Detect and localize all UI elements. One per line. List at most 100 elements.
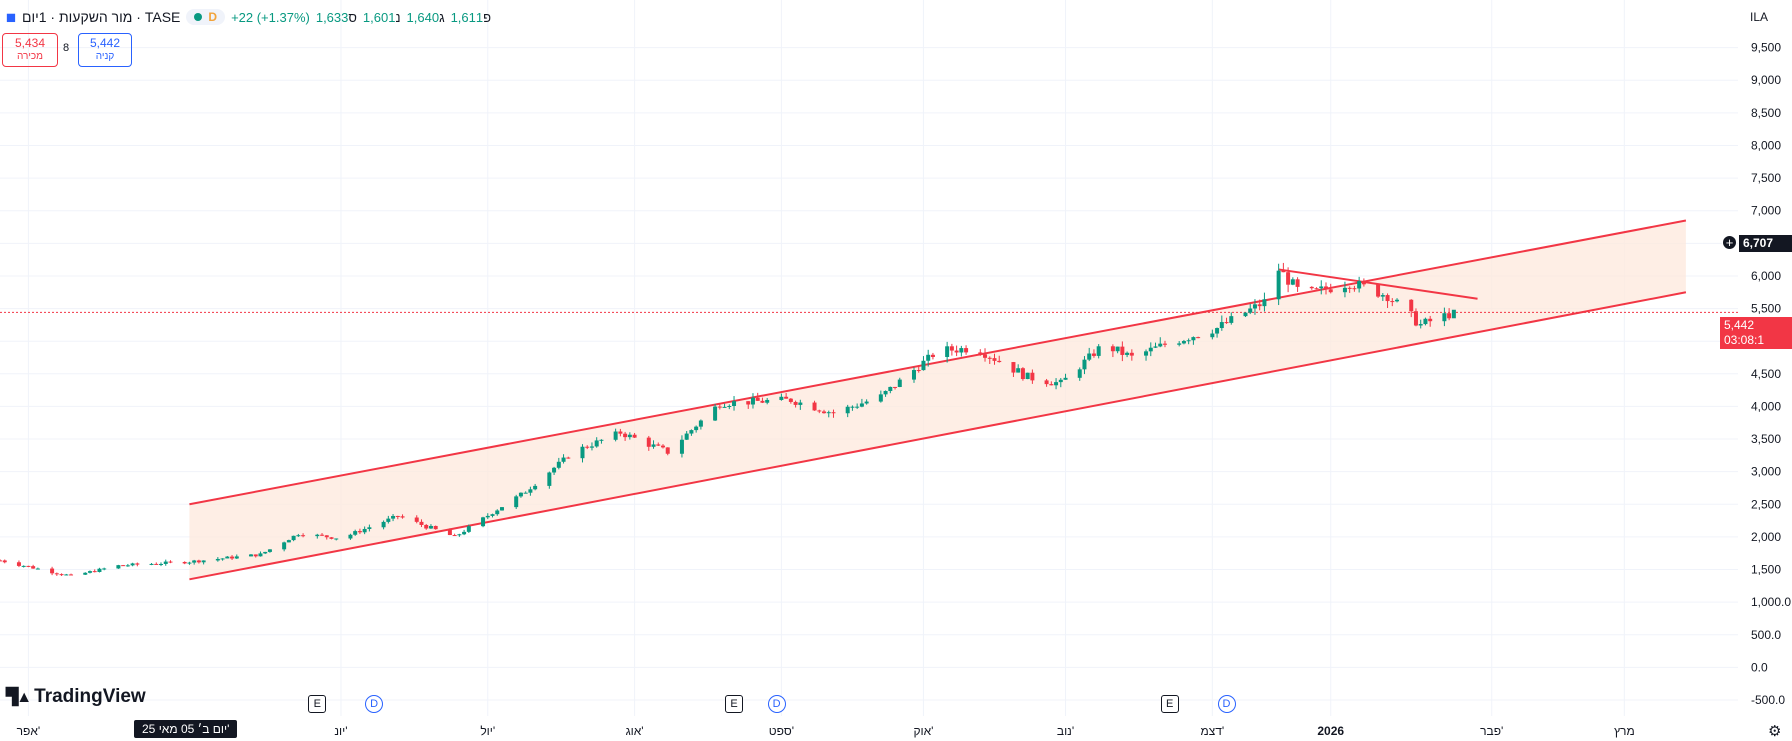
candle-body (878, 394, 883, 402)
candle-body (930, 354, 935, 357)
candle-body (286, 540, 291, 543)
candle-body (547, 472, 552, 486)
candle-body (31, 566, 36, 569)
x-tick-label: אפר' (17, 724, 41, 738)
candle-body (367, 527, 372, 529)
candle-body (291, 535, 296, 541)
candle-body (428, 525, 433, 529)
plus-icon[interactable]: + (1722, 235, 1737, 250)
dividend-marker[interactable]: D (365, 695, 384, 713)
candle-body (64, 574, 69, 576)
bar-countdown: 03:08:1 (1724, 333, 1765, 347)
candle-body (1210, 333, 1215, 338)
price-change: +22 (+1.37%) (231, 9, 310, 25)
x-tick-label: נוב' (1057, 724, 1074, 738)
candle-body (69, 574, 74, 576)
candle-body (760, 400, 765, 403)
candle-body (964, 348, 969, 353)
candle-body (433, 525, 438, 530)
candle-body (1049, 384, 1054, 386)
x-tick-label: מרץ (1614, 724, 1635, 738)
candle-body (1044, 380, 1049, 385)
candle-body (1357, 281, 1362, 289)
candle-body (495, 510, 500, 515)
candle-body (1447, 313, 1452, 319)
candle-body (784, 396, 789, 399)
candle-body (859, 403, 864, 407)
candle-body (1087, 353, 1092, 360)
candle-body (1262, 299, 1267, 307)
candle-body (992, 358, 997, 361)
candle-body (447, 529, 452, 536)
dividend-marker[interactable]: D (1217, 695, 1236, 713)
y-tick-label: 3,500 (1751, 432, 1781, 446)
ohlc-high: 1,640ג (406, 9, 445, 25)
candle-body (187, 562, 192, 564)
candle-body (135, 563, 140, 565)
candle-body (154, 563, 159, 565)
candle-body (1025, 372, 1030, 380)
dividend-marker[interactable]: D (767, 695, 786, 713)
candle-body (945, 346, 950, 357)
candle-body (125, 565, 130, 567)
buy-button[interactable]: 5,442 קניה (78, 33, 132, 67)
candle-body (1082, 359, 1087, 370)
candle-body (949, 346, 954, 351)
symbol-title[interactable]: מור השקעות · 1יום · TASE (21, 9, 181, 25)
candle-body (921, 360, 926, 371)
candle-body (1451, 309, 1456, 319)
candle-body (452, 535, 457, 537)
sell-button[interactable]: 5,434 מכירה (2, 33, 58, 67)
y-tick-label: 8,500 (1751, 106, 1781, 120)
candle-body (1342, 287, 1347, 293)
candle-body (1248, 308, 1253, 313)
candle-body (21, 565, 26, 567)
earnings-marker[interactable]: E (725, 695, 744, 713)
spread-value: 8 (63, 42, 70, 54)
candle-body (163, 561, 168, 564)
y-tick-label: 1,500 (1751, 563, 1781, 577)
candle-body (1191, 337, 1196, 341)
candle-body (585, 446, 590, 448)
status-pill[interactable]: D (186, 9, 226, 25)
candle-body (391, 515, 396, 519)
candle-body (230, 556, 235, 559)
y-tick-label: -500.0 (1751, 693, 1785, 707)
candle-body (883, 390, 888, 395)
currency-label[interactable]: ILA (1750, 10, 1769, 24)
candle-body (1385, 295, 1390, 302)
candle-body (485, 515, 490, 518)
sell-label: מכירה (16, 51, 44, 62)
candle-body (1319, 286, 1324, 289)
candle-body (1077, 369, 1082, 378)
candle-body (234, 556, 239, 559)
candle-body (1323, 286, 1328, 290)
market-status-dot (194, 13, 203, 21)
candle-body (97, 568, 102, 572)
candle-body (1030, 372, 1035, 381)
candle-body (87, 571, 92, 573)
y-tick-label: 7,000 (1751, 204, 1781, 218)
x-tick-label: דצמ' (1200, 724, 1224, 738)
tradingview-logo[interactable]: ▜▲ TradingView (6, 686, 146, 708)
candle-body (822, 411, 827, 414)
y-tick-label: 1,000.0 (1751, 595, 1791, 609)
chart-grid (0, 0, 1738, 716)
candle-body (424, 524, 429, 529)
earnings-marker[interactable]: E (1160, 695, 1179, 713)
tradingview-logo-icon: ▜▲ (6, 689, 32, 706)
candle-body (954, 350, 959, 353)
candle-body (1347, 287, 1352, 289)
candle-body (779, 396, 784, 400)
candle-body (552, 467, 557, 473)
candle-body (116, 565, 121, 569)
earnings-marker[interactable]: E (308, 695, 327, 713)
y-tick-label: 9,500 (1751, 41, 1781, 55)
candle-body (267, 549, 272, 552)
candle-body (656, 444, 661, 446)
candle-body (613, 431, 618, 440)
candle-body (381, 521, 386, 528)
settings-icon[interactable]: ⚙ (1768, 723, 1782, 740)
candle-body (1428, 318, 1433, 322)
